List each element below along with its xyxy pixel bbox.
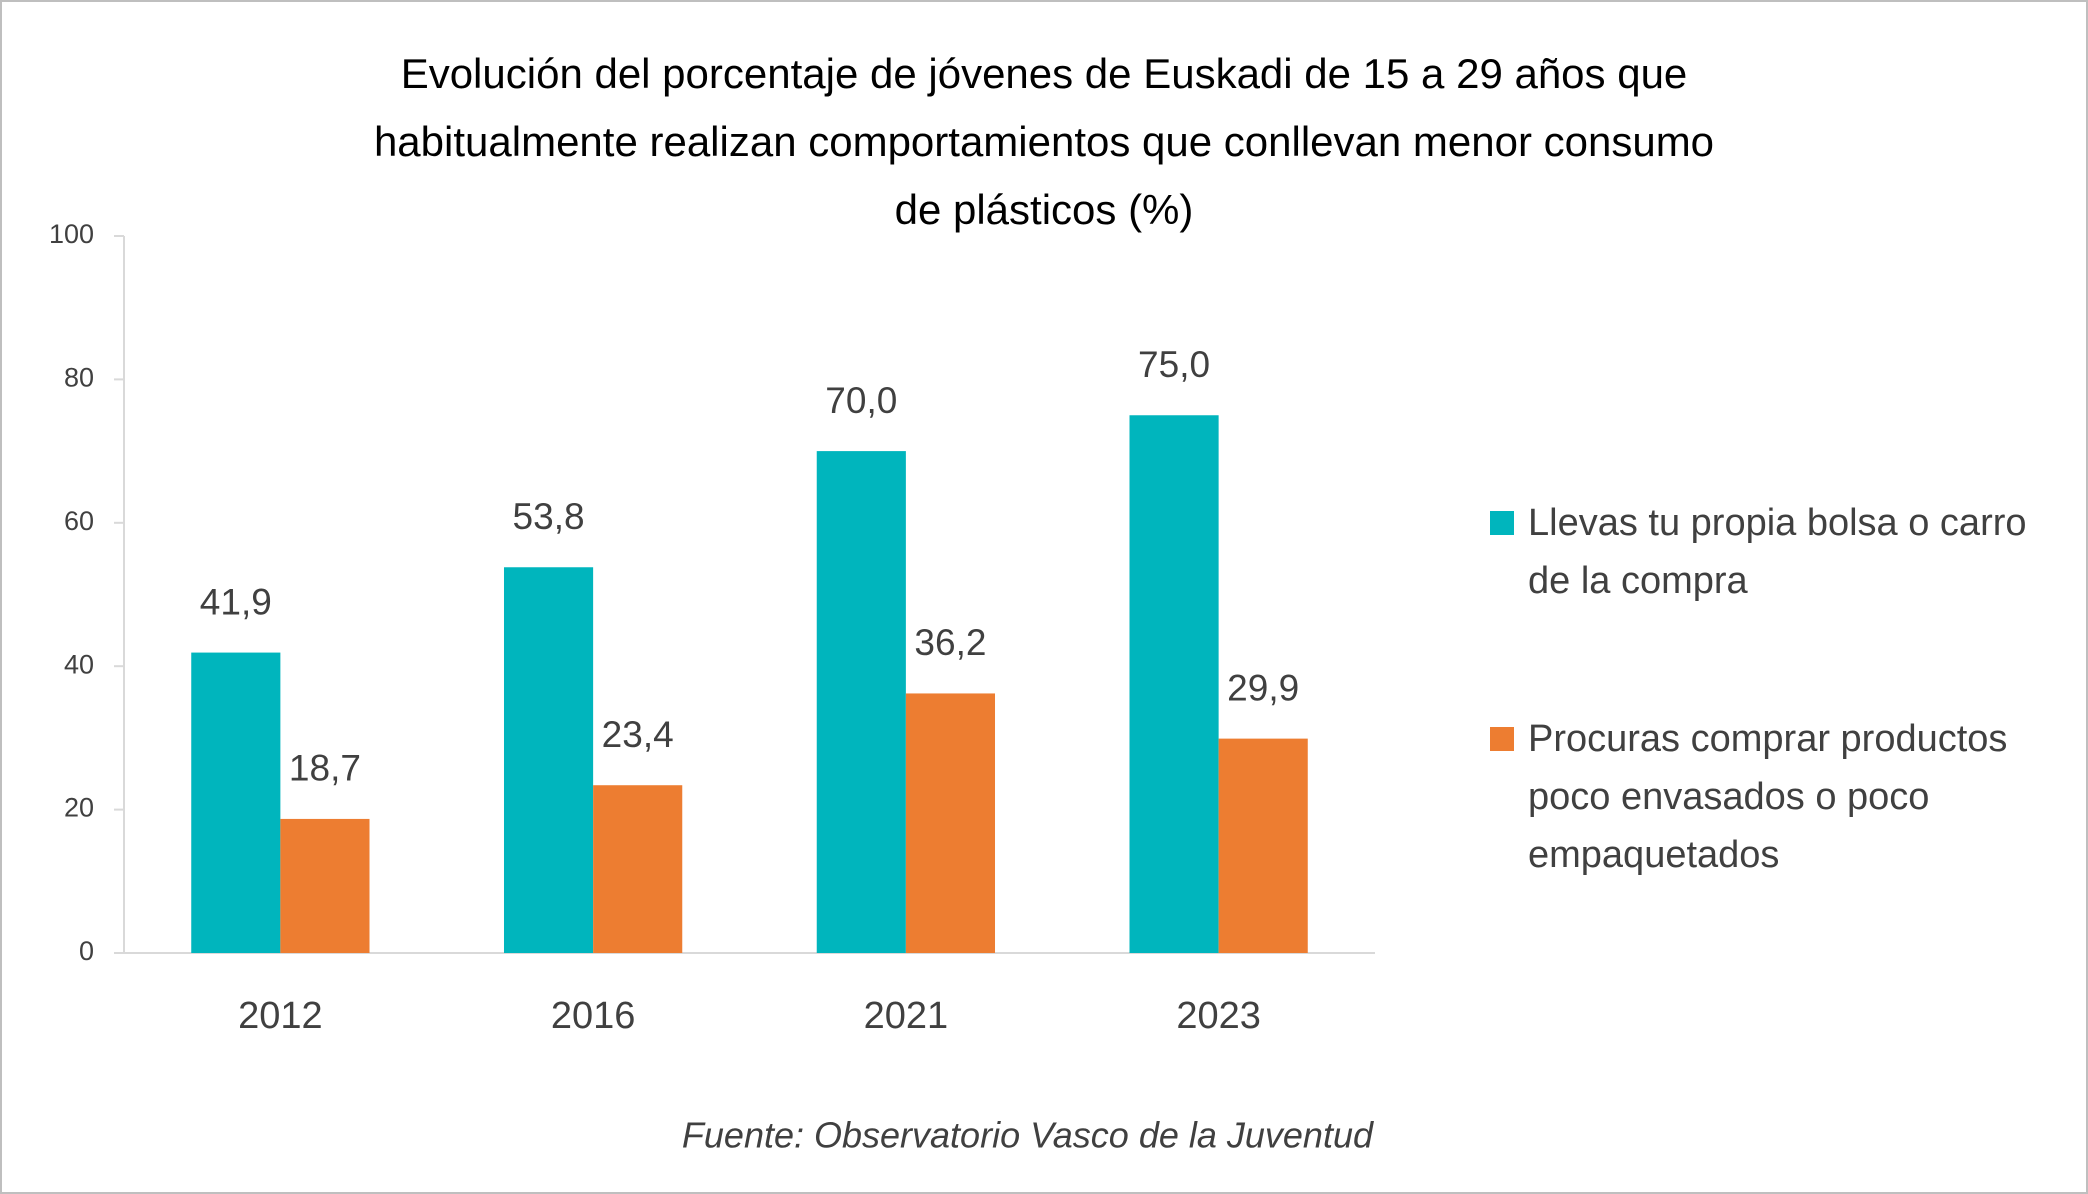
data-label: 36,2 — [914, 622, 986, 663]
bar — [1129, 415, 1219, 953]
title-line: de plásticos (%) — [894, 186, 1194, 233]
data-label: 29,9 — [1227, 667, 1299, 708]
y-tick-label: 40 — [64, 649, 94, 679]
x-tick-label: 2016 — [551, 995, 636, 1037]
x-tick-label: 2012 — [238, 995, 323, 1037]
bar — [816, 451, 906, 953]
data-label: 41,9 — [200, 581, 272, 622]
x-tick-label: 2021 — [864, 995, 949, 1037]
legend-swatch — [1490, 727, 1514, 751]
y-tick-label: 80 — [64, 363, 94, 393]
data-label: 75,0 — [1138, 344, 1210, 385]
bar — [191, 652, 281, 953]
bar — [280, 818, 370, 953]
y-tick-label: 100 — [49, 219, 94, 249]
title-line: habitualmente realizan comportamientos q… — [373, 118, 1715, 165]
title-line: Evolución del porcentaje de jóvenes de E… — [400, 50, 1688, 97]
legend-entry: Llevas tu propia bolsa o carro de la com… — [1528, 502, 2027, 602]
y-tick-label: 0 — [79, 936, 94, 966]
chart-title: Evolución del porcentaje de jóvenes de E… — [144, 40, 1944, 244]
x-tick-label: 2023 — [1176, 995, 1261, 1037]
bar — [1218, 738, 1308, 953]
source-note: Fuente: Observatorio Vasco de la Juventu… — [682, 1115, 1374, 1156]
data-label: 18,7 — [289, 748, 361, 789]
y-tick-label: 60 — [64, 506, 94, 536]
legend-swatch — [1490, 511, 1514, 535]
bar — [905, 693, 996, 953]
data-label: 53,8 — [513, 496, 585, 537]
bar — [593, 785, 683, 953]
bar — [503, 567, 594, 953]
legend-entry: Procuras comprar productos poco envasado… — [1528, 718, 2008, 876]
y-tick-label: 20 — [64, 793, 94, 823]
data-label: 70,0 — [825, 380, 897, 421]
data-label: 23,4 — [602, 714, 674, 755]
